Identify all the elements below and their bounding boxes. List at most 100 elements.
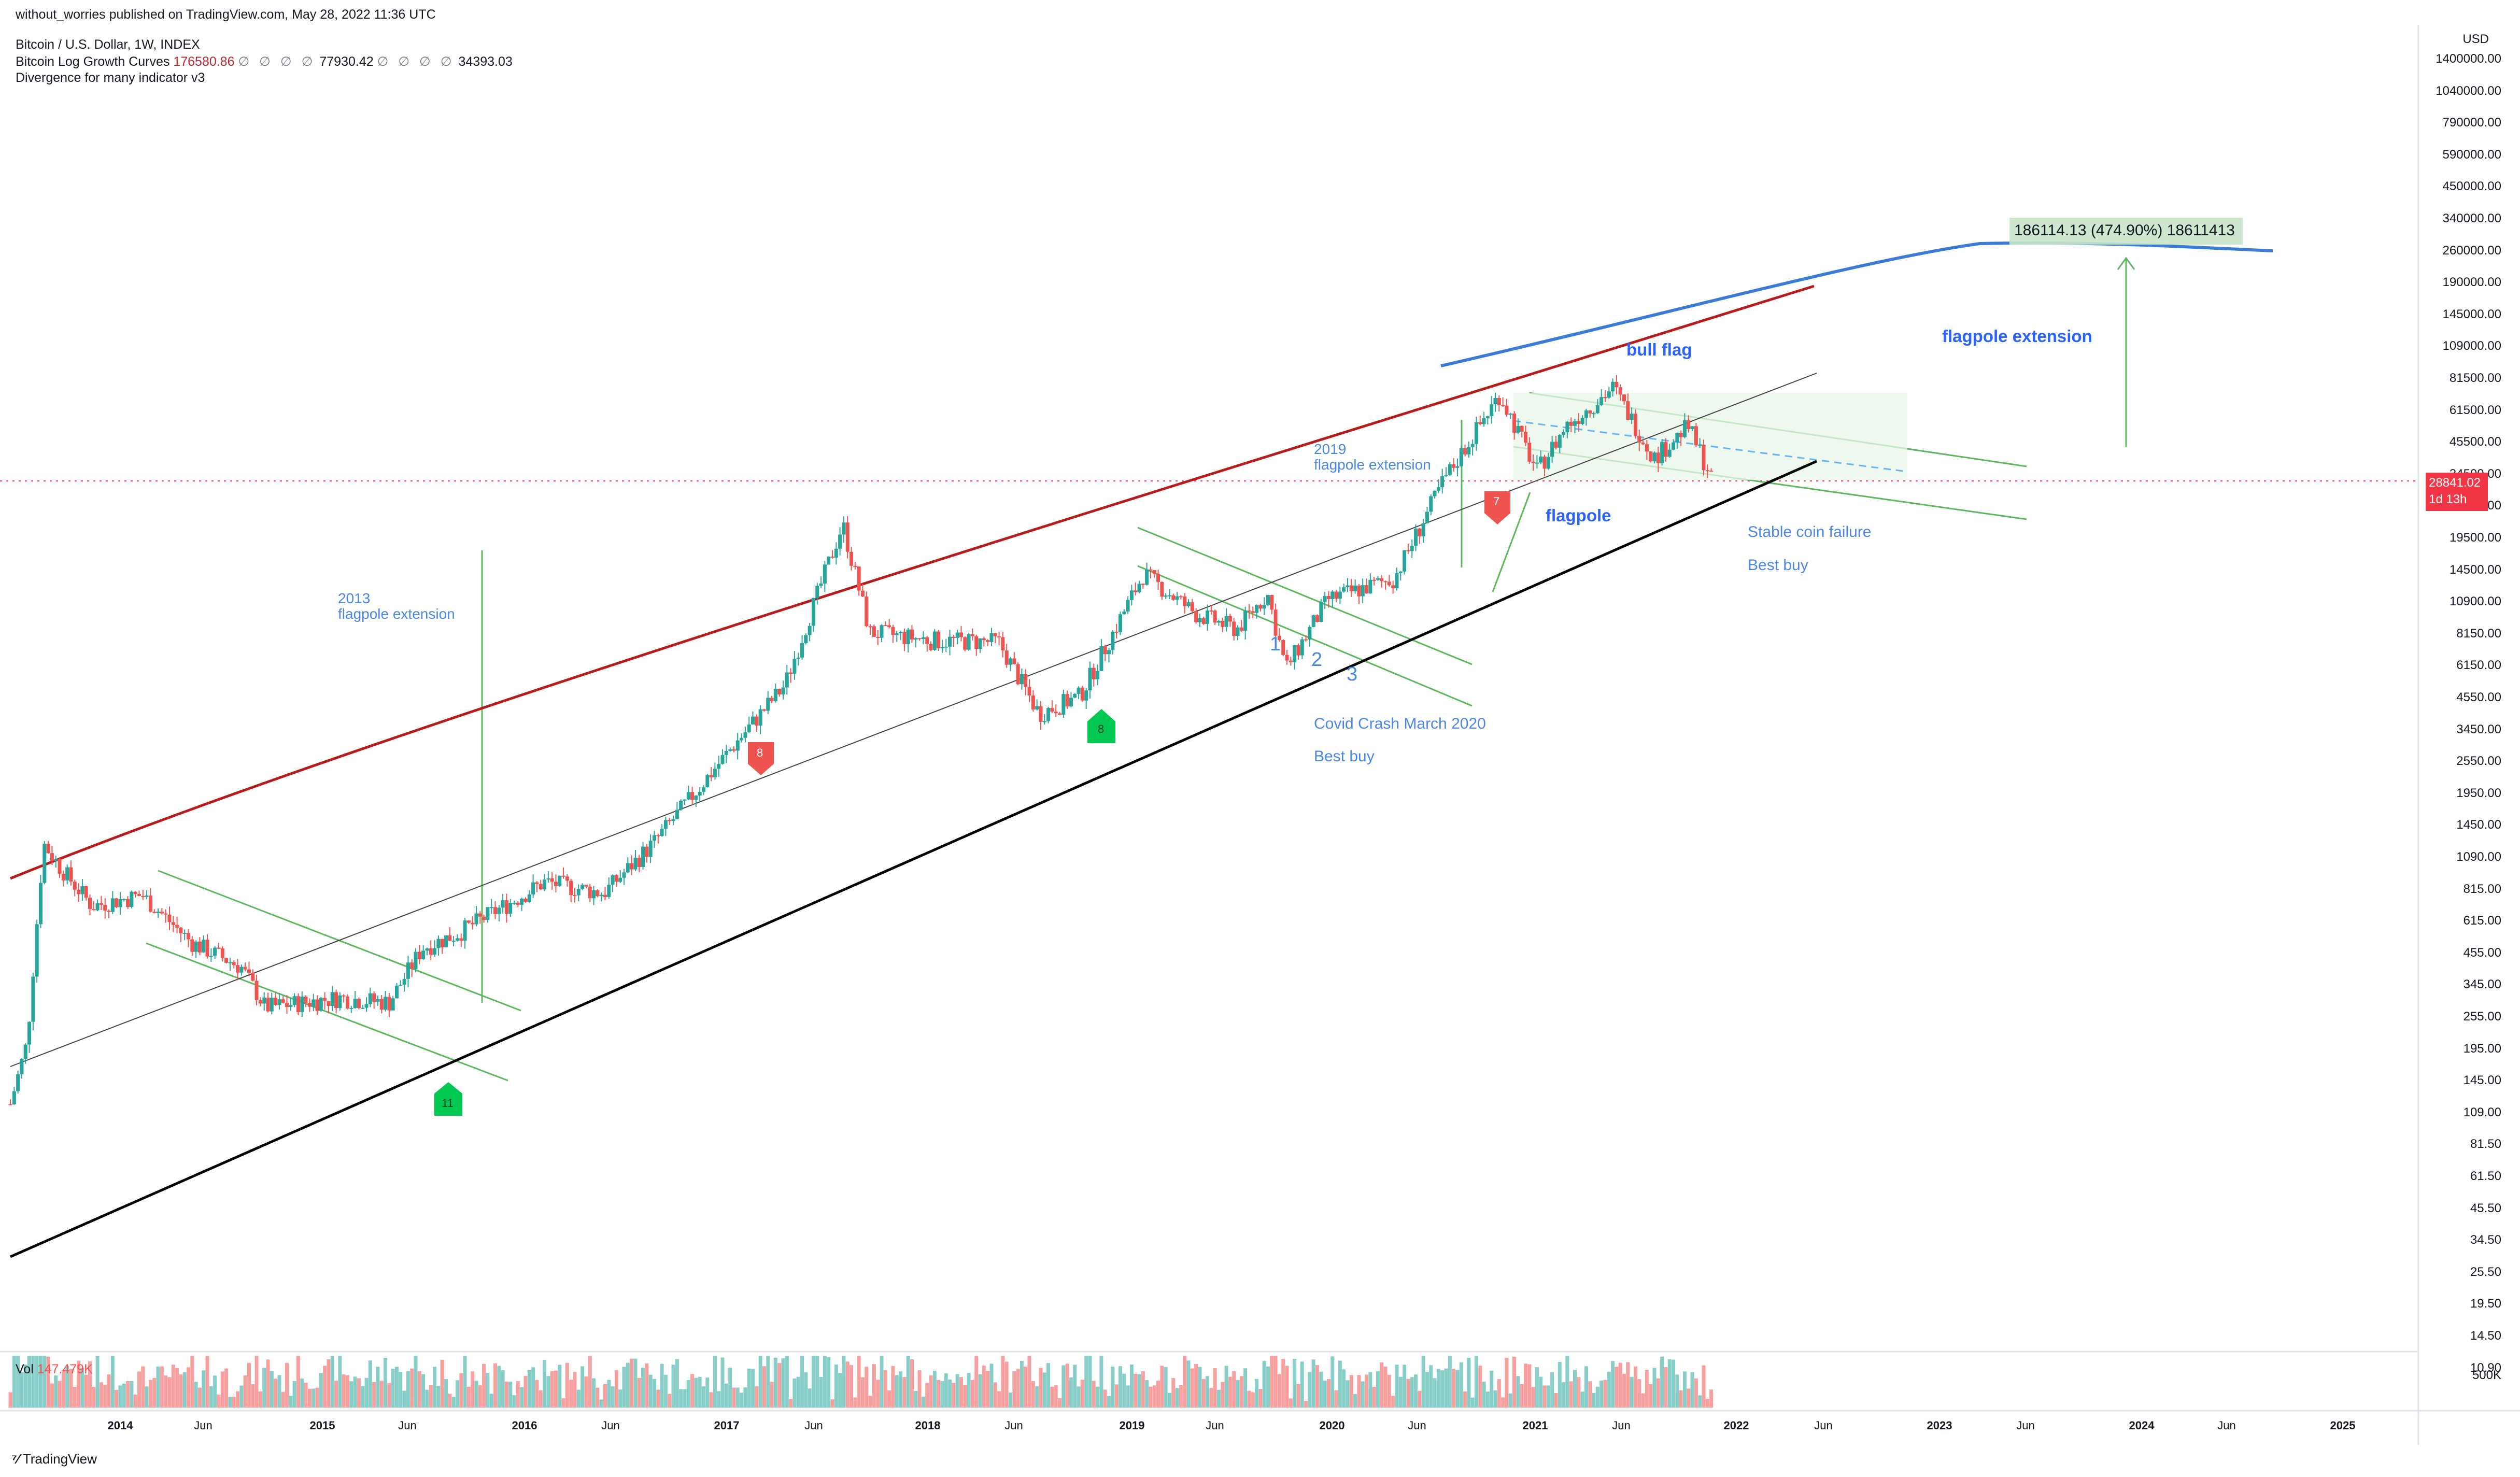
volume-bar <box>1455 1370 1460 1408</box>
candle-body <box>758 709 762 726</box>
candle-body <box>399 985 403 986</box>
volume-bar <box>622 1367 626 1408</box>
volume-bar <box>1667 1359 1672 1408</box>
price-tick: 109.00 <box>2463 1105 2501 1119</box>
volume-bar <box>1160 1366 1164 1408</box>
candle-body <box>1376 578 1380 580</box>
volume-bar <box>110 1356 115 1408</box>
candle-body <box>679 801 683 810</box>
time-tick: Jun <box>2217 1419 2236 1432</box>
volume-bar <box>459 1373 463 1408</box>
price-tick: 590000.00 <box>2442 147 2501 162</box>
candle-body <box>573 895 577 897</box>
volume-bar <box>1114 1384 1119 1408</box>
time-tick: 2023 <box>1927 1419 1952 1432</box>
volume-bar <box>1077 1386 1081 1408</box>
candle-body <box>77 889 81 894</box>
volume-bar <box>20 1372 24 1408</box>
candle-body <box>1429 496 1433 512</box>
candle-body <box>743 732 747 738</box>
volume-bar <box>1346 1380 1350 1408</box>
volume-bar <box>792 1378 797 1408</box>
candle-body <box>1595 405 1599 414</box>
candle-body <box>880 625 884 638</box>
volume-bar <box>686 1380 690 1408</box>
volume-bar <box>823 1356 827 1408</box>
volume-bar <box>618 1389 622 1408</box>
volume-bar <box>880 1356 884 1408</box>
volume-bar <box>607 1380 611 1408</box>
candle-body <box>565 876 569 881</box>
flagpole-2019-text: flagpole extension <box>1314 457 1431 473</box>
candle-body <box>342 995 346 997</box>
volume-bar <box>141 1366 145 1408</box>
volume-bar <box>1690 1372 1694 1408</box>
candle-body <box>217 947 221 949</box>
volume-bar <box>576 1389 581 1408</box>
volume-bar <box>1145 1380 1149 1408</box>
volume-bar <box>1004 1361 1009 1408</box>
volume-bar <box>1069 1377 1073 1408</box>
volume-bar <box>581 1366 585 1408</box>
candle-body <box>1050 707 1054 712</box>
candle-body <box>387 997 391 1011</box>
candle-body <box>1562 432 1566 435</box>
volume-bar <box>645 1363 649 1408</box>
volume-bar <box>300 1379 304 1408</box>
price-tick: 8150.00 <box>2456 626 2501 641</box>
volume-bar <box>720 1357 725 1408</box>
candle-body <box>236 965 240 973</box>
volume-bar <box>1599 1380 1604 1408</box>
volume-bar <box>838 1373 842 1408</box>
candle-body <box>997 636 1001 637</box>
indicator-divergence[interactable]: Divergence for many indicator v3 <box>16 70 205 85</box>
candle-body <box>558 875 562 886</box>
volume-bar <box>675 1359 679 1408</box>
volume-bar <box>891 1366 895 1408</box>
volume-bar <box>1558 1362 1562 1408</box>
volume-bar <box>50 1383 54 1408</box>
volume-bar <box>92 1386 96 1408</box>
candle-body <box>948 636 952 647</box>
indicator-log-growth[interactable]: Bitcoin Log Growth Curves 176580.86 ∅ ∅ … <box>16 54 513 69</box>
candle-body <box>296 996 300 1013</box>
volume-bar <box>944 1373 948 1408</box>
volume-bar <box>804 1372 808 1408</box>
candle-body <box>917 638 922 640</box>
volume-bar <box>258 1391 262 1408</box>
upper-trend-line <box>10 373 1817 1067</box>
flagpole-2019-year: 2019 <box>1314 441 1347 457</box>
candle-body <box>1273 609 1278 636</box>
time-tick: Jun <box>194 1419 213 1432</box>
candle-body <box>967 634 971 650</box>
candle-body <box>1380 578 1384 581</box>
volume-bar <box>220 1371 224 1408</box>
price-tick: 61.50 <box>2470 1169 2501 1183</box>
volume-bar <box>402 1390 406 1408</box>
volume-bar <box>115 1390 119 1408</box>
candle-body <box>205 940 209 957</box>
symbol-title[interactable]: Bitcoin / U.S. Dollar, 1W, INDEX <box>16 37 200 52</box>
candle-body <box>92 909 96 911</box>
volume-axis-tick: 500K <box>2472 1368 2501 1382</box>
volume-bar <box>1027 1356 1031 1408</box>
wave-3-label: 3 <box>1347 663 1358 685</box>
volume-bar <box>1058 1398 1062 1408</box>
candle-body <box>811 598 815 626</box>
volume-label[interactable]: Vol 147.479K <box>16 1362 93 1377</box>
candle-body <box>1156 574 1160 582</box>
price-tick: 45.50 <box>2470 1201 2501 1215</box>
candle-body <box>728 749 732 751</box>
volume-bar <box>683 1389 687 1408</box>
candle-body <box>603 894 607 897</box>
candle-body <box>99 903 103 905</box>
candle-body <box>1046 707 1051 721</box>
volume-bar <box>54 1375 58 1408</box>
candle-body <box>925 637 929 644</box>
volume-bar <box>84 1374 88 1408</box>
volume-bar <box>1546 1385 1550 1408</box>
volume-bar <box>906 1356 910 1408</box>
candle-body <box>23 1044 27 1059</box>
